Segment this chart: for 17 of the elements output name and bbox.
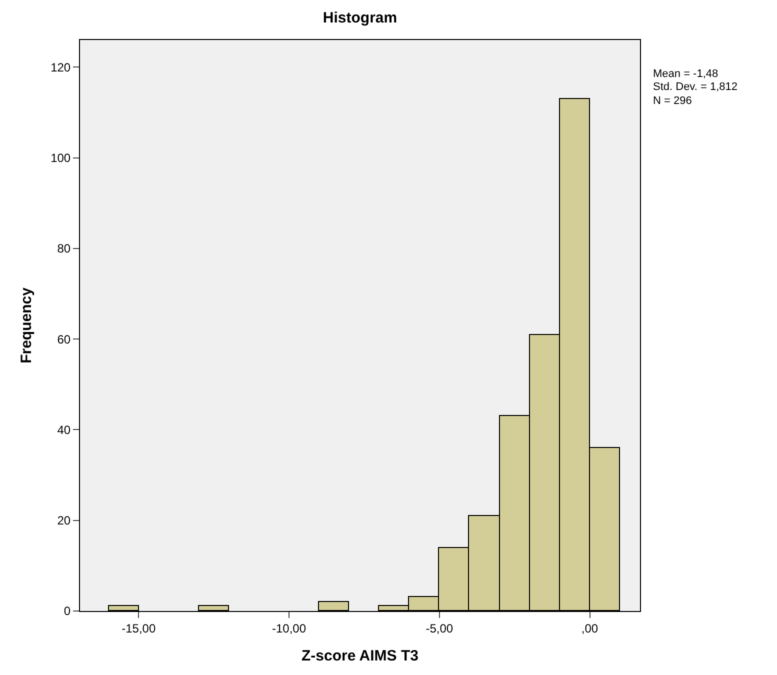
text: Std. Dev. = 1,812 xyxy=(653,81,738,93)
text: N = 296 xyxy=(653,95,692,107)
y-tick-label: 100 xyxy=(50,151,71,166)
y-tick-label: 20 xyxy=(57,514,71,528)
y-tick-label: 0 xyxy=(64,604,71,618)
y-tick-label: 80 xyxy=(57,242,71,256)
y-tick-label: 120 xyxy=(50,60,71,74)
y-axis-title: Frequency xyxy=(18,286,35,364)
text: Mean = -1,48 xyxy=(653,68,718,80)
x-tick-label: -10,00 xyxy=(272,621,306,636)
x-axis-title: Z-score AIMS T3 xyxy=(302,647,418,664)
y-tick-label: 40 xyxy=(57,422,71,437)
x-tick-label: -5,00 xyxy=(426,621,454,636)
y-tick-label: 60 xyxy=(57,332,71,346)
x-tick-label: -15,00 xyxy=(122,621,156,636)
chart-title: Histogram xyxy=(322,10,398,26)
x-tick-label: ,00 xyxy=(581,621,598,636)
